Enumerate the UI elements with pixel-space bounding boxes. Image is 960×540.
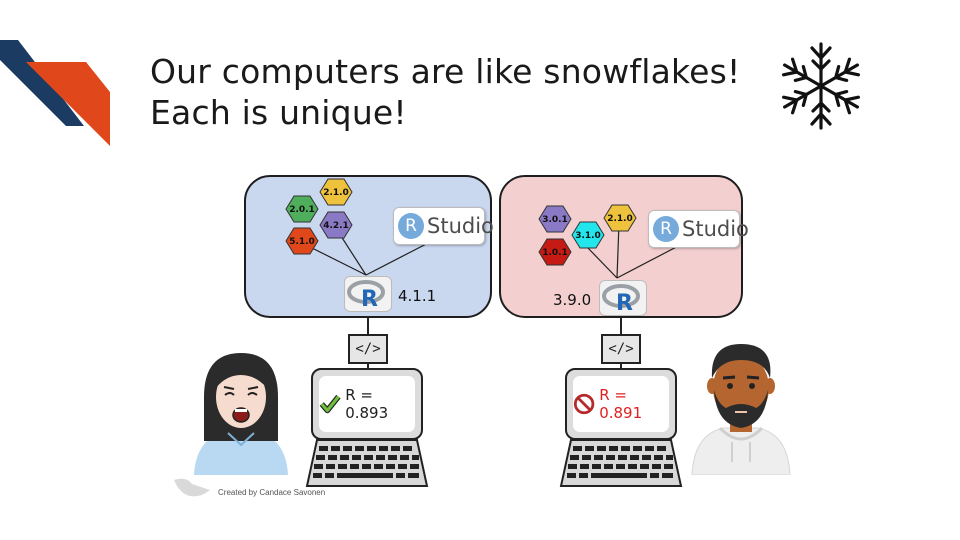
svg-text:1.0.1: 1.0.1 — [542, 248, 568, 258]
svg-text:R: R — [361, 287, 378, 311]
svg-text:2.0.1: 2.0.1 — [289, 205, 315, 215]
left-package-hexagons: 2.0.1 2.1.0 4.2.1 5.1.0 — [285, 178, 353, 255]
left-r-logo-icon: R — [347, 280, 385, 312]
left-package-hex-3: 4.2.1 — [319, 211, 353, 239]
right-stem — [620, 318, 622, 334]
snowflake-icon — [778, 42, 864, 130]
right-screen: R = 0.891 — [573, 376, 669, 432]
right-package-hex-2: 2.1.0 — [603, 204, 637, 232]
svg-text:3.1.0: 3.1.0 — [575, 231, 601, 241]
credit-logo — [174, 478, 210, 497]
right-r-logo-icon: R — [602, 284, 640, 316]
svg-text:2.1.0: 2.1.0 — [607, 214, 633, 224]
corner-decoration — [0, 40, 110, 146]
svg-text:5.1.0: 5.1.0 — [289, 237, 315, 247]
left-code-icon: </> — [348, 334, 388, 364]
svg-text:R: R — [616, 291, 633, 315]
credit-text: Created by Candace Savonen — [218, 488, 326, 497]
left-rstudio-circle: R — [398, 213, 424, 239]
left-package-hex-1: 2.0.1 — [285, 195, 319, 223]
right-package-hex-4: 1.0.1 — [538, 238, 572, 266]
right-result: R = 0.891 — [599, 386, 643, 422]
svg-text:3.0.1: 3.0.1 — [542, 215, 568, 225]
right-code-icon: </> — [601, 334, 641, 364]
left-rstudio-logo: R Studio — [393, 207, 494, 245]
left-r-logo: R — [344, 276, 392, 312]
left-screen: R = 0.893 — [319, 376, 415, 432]
left-r-version: 4.1.1 — [398, 287, 437, 305]
left-result: R = 0.893 — [345, 386, 389, 422]
left-package-hex-4: 5.1.0 — [285, 227, 319, 255]
no-entry-icon — [573, 393, 595, 415]
title-line-1: Our computers are like snowflakes! — [150, 52, 741, 91]
left-monitor: R = 0.893 — [311, 368, 423, 440]
svg-text:4.2.1: 4.2.1 — [323, 221, 349, 231]
check-icon — [319, 394, 341, 414]
right-keyboard — [559, 439, 683, 487]
man-avatar — [691, 344, 791, 475]
right-rstudio-circle: R — [653, 216, 679, 242]
left-stem — [367, 318, 369, 334]
right-rstudio-logo: R Studio — [648, 210, 749, 248]
right-package-hex-1: 3.0.1 — [538, 205, 572, 233]
right-package-hex-3: 3.1.0 — [571, 221, 605, 249]
right-r-version: 3.9.0 — [553, 291, 592, 309]
svg-text:2.1.0: 2.1.0 — [323, 188, 349, 198]
right-monitor: R = 0.891 — [565, 368, 677, 440]
title-line-2: Each is unique! — [150, 93, 407, 132]
right-package-hexagons: 3.0.1 2.1.0 3.1.0 1.0.1 — [538, 204, 637, 266]
right-rstudio-word: Studio — [682, 217, 749, 241]
right-r-logo: R — [599, 280, 647, 316]
right-connector-lines — [586, 222, 685, 279]
left-rstudio-word: Studio — [427, 214, 494, 238]
left-keyboard — [305, 439, 429, 487]
left-package-hex-2: 2.1.0 — [319, 178, 353, 206]
woman-avatar — [194, 353, 288, 475]
